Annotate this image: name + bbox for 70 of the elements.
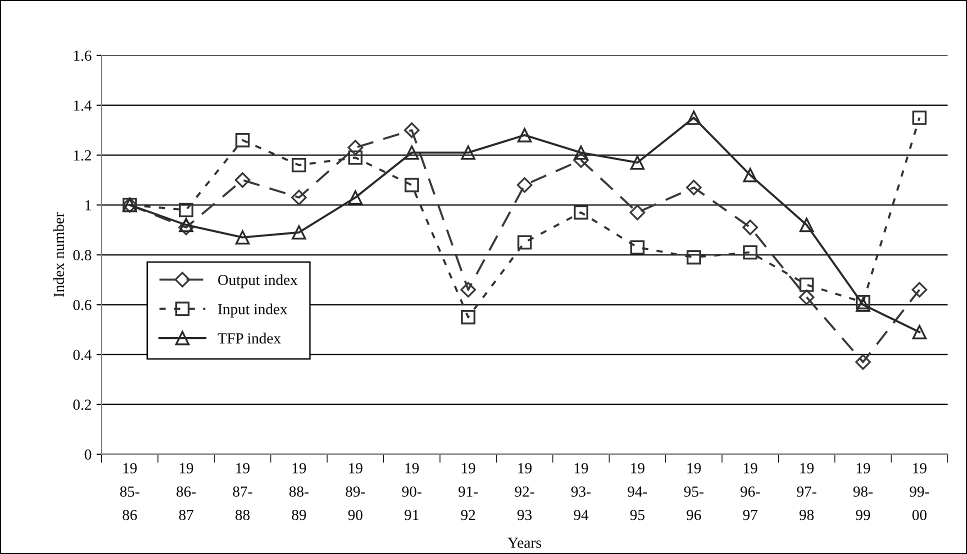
y-tick-label: 1.4 — [74, 100, 92, 111]
point — [348, 190, 363, 205]
y-tick-label: 0.6 — [73, 300, 92, 310]
x-tick-label: 19 89- 90 — [346, 463, 366, 520]
x-tick-label: 19 93- 94 — [571, 463, 591, 520]
x-tick-label: 19 96- 97 — [740, 463, 760, 520]
y-tick-label: 0.8 — [73, 250, 92, 260]
point — [348, 140, 364, 156]
point — [460, 282, 476, 298]
y-tick-label: 1 — [86, 200, 91, 210]
point — [574, 145, 588, 160]
point — [573, 152, 589, 168]
point — [235, 133, 250, 148]
point — [461, 145, 476, 160]
point — [686, 180, 702, 196]
point — [743, 245, 758, 260]
point — [517, 235, 532, 250]
x-tick-label: 19 90- 91 — [402, 463, 422, 520]
x-tick-label: 19 99- 00 — [910, 463, 930, 520]
point — [799, 218, 814, 232]
point — [292, 158, 306, 172]
x-tick-label: 19 95- 96 — [684, 463, 704, 520]
point — [235, 230, 250, 245]
point — [855, 354, 871, 370]
point — [686, 110, 701, 125]
point — [404, 122, 420, 138]
x-tick-label: 19 92- 93 — [514, 463, 534, 520]
point — [348, 150, 363, 165]
point — [234, 172, 250, 188]
point — [291, 190, 307, 206]
y-axis-title: Index number — [53, 212, 64, 297]
x-tick-label: 19 87- 88 — [232, 463, 252, 520]
point — [630, 204, 646, 220]
point — [686, 250, 701, 264]
y-tick-label: 1.2 — [74, 150, 91, 161]
y-tick-label: 0.4 — [73, 350, 92, 360]
x-tick-label: 19 91- 92 — [458, 463, 478, 520]
legend-label: Output index — [218, 274, 298, 288]
point — [856, 298, 870, 312]
point — [574, 205, 588, 220]
x-axis-title: Years — [508, 538, 542, 548]
x-tick-label: 19 94- 95 — [628, 463, 648, 520]
point — [517, 128, 532, 142]
point — [912, 324, 927, 340]
point — [404, 178, 419, 192]
point — [743, 168, 758, 182]
point — [178, 218, 194, 232]
y-tick-label: 1.6 — [74, 50, 92, 61]
point — [404, 145, 419, 160]
y-tick-label: 0 — [84, 449, 92, 460]
point — [461, 310, 476, 324]
x-tick-label: 19 85- 86 — [120, 463, 140, 520]
x-tick-label: 19 86- 87 — [176, 463, 196, 520]
y-tick-label: 0.2 — [73, 400, 91, 410]
point — [516, 177, 532, 193]
x-tick-label: 19 97- 98 — [796, 463, 816, 520]
point — [292, 225, 306, 240]
x-tick-label: 19 88- 89 — [289, 463, 309, 520]
x-tick-label: 19 98- 99 — [853, 463, 873, 520]
point — [912, 110, 927, 125]
point — [798, 289, 814, 305]
legend-label: TFP index — [218, 332, 281, 344]
point — [742, 220, 758, 236]
legend-label: Input index — [218, 304, 288, 318]
point — [799, 278, 814, 292]
point — [178, 202, 194, 218]
point — [630, 240, 645, 255]
point — [856, 295, 870, 310]
point — [630, 155, 645, 170]
point — [912, 282, 928, 298]
